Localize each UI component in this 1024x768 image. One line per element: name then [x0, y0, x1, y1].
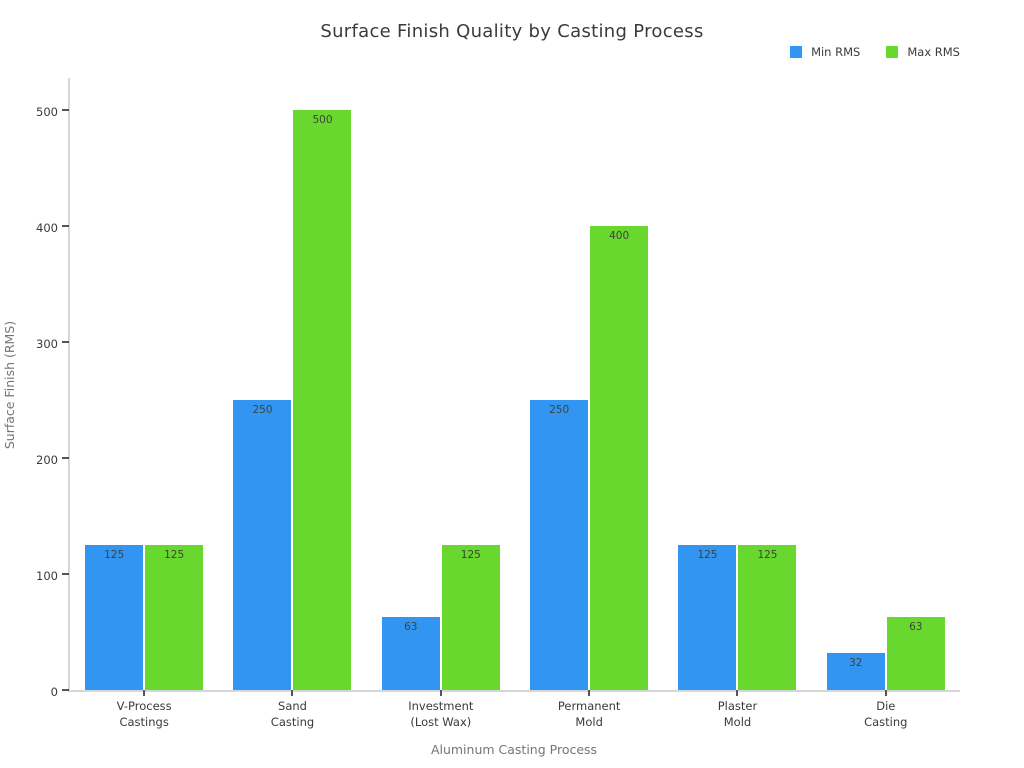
legend-label: Min RMS: [811, 45, 861, 59]
bar-value-label: 250: [549, 404, 570, 416]
legend-label: Max RMS: [907, 45, 960, 59]
x-tick-label: Permanent Mold: [557, 699, 621, 729]
bar-value-label: 125: [697, 549, 718, 561]
x-tick-mark: [736, 690, 739, 696]
bar-value-label: 63: [404, 620, 418, 633]
bar-group-6: 32 63 Die Casting: [812, 78, 960, 729]
bar-value-label: 500: [312, 114, 333, 126]
y-tick-label: 300: [36, 337, 58, 351]
y-tick-mark: [62, 341, 69, 343]
x-tick-mark: [143, 690, 146, 696]
y-tick-mark: [62, 225, 69, 227]
bar-value-label: 400: [609, 230, 630, 242]
bar-groups: 125 125 V-Process Castings 250 500 Sand Casti…: [70, 78, 960, 729]
x-tick-mark: [291, 690, 294, 696]
bar-value-label: 125: [164, 549, 185, 561]
bar-group-1: 125 125 V-Process Castings: [70, 78, 218, 729]
bar-group-3: 63 125 Investment (Lost Wax): [367, 78, 515, 729]
x-axis-title: Aluminum Casting Process: [430, 742, 598, 757]
x-tick-mark: [588, 690, 591, 696]
bar-value-label: 32: [849, 656, 863, 669]
y-axis-title: Surface Finish (RMS): [2, 320, 17, 450]
x-tick-label: Sand Casting: [270, 699, 315, 729]
y-tick-mark: [62, 457, 69, 459]
bar-min-rms: 125: [678, 545, 737, 690]
bar-max-rms: 63: [886, 616, 945, 690]
bar-max-rms: 125: [441, 545, 500, 690]
bar-min-rms: 32: [826, 652, 885, 690]
legend-item-min-rms: Min RMS: [790, 45, 860, 59]
y-tick-mark: [62, 689, 69, 691]
x-tick-mark: [439, 690, 442, 696]
bar-value-label: 250: [252, 404, 273, 416]
legend-swatch-icon: [790, 46, 803, 58]
y-tick-label: 200: [36, 453, 58, 467]
x-tick-mark: [884, 690, 887, 696]
bar-max-rms: 500: [293, 110, 352, 690]
legend-swatch-icon: [886, 46, 899, 58]
y-tick-label: 0: [50, 685, 58, 699]
bar-value-label: 63: [909, 620, 923, 633]
y-tick-label: 400: [36, 221, 58, 235]
plot-area: 125 125 V-Process Castings 250 500 Sand Casti…: [36, 78, 960, 729]
legend-item-max-rms: Max RMS: [886, 45, 960, 59]
x-tick-label: Plaster Mold: [717, 699, 758, 729]
bar-max-rms: 125: [145, 545, 204, 690]
y-tick-label: 500: [36, 105, 58, 119]
x-tick-label: Die Casting: [864, 699, 908, 729]
legend: Min RMS Max RMS: [790, 45, 960, 59]
bar-value-label: 125: [460, 549, 481, 561]
bar-min-rms: 63: [381, 616, 440, 690]
bar-group-2: 250 500 Sand Casting: [218, 78, 366, 729]
y-tick-mark: [62, 573, 69, 575]
bar-max-rms: 400: [590, 226, 649, 690]
bar-min-rms: 250: [233, 400, 292, 690]
bar-min-rms: 250: [530, 400, 589, 690]
x-tick-label: Investment (Lost Wax): [408, 699, 474, 729]
bar-group-4: 250 400 Permanent Mold: [515, 78, 663, 729]
bar-value-label: 125: [757, 549, 778, 561]
bar-min-rms: 125: [85, 545, 144, 690]
chart-title: Surface Finish Quality by Casting Proces…: [320, 21, 704, 42]
y-tick-label: 100: [36, 569, 58, 583]
bar-max-rms: 125: [738, 545, 797, 690]
bar-group-5: 125 125 Plaster Mold: [663, 78, 811, 729]
y-tick-mark: [62, 109, 69, 111]
bar-value-label: 125: [104, 549, 125, 561]
x-tick-label: V-Process Castings: [116, 699, 172, 729]
